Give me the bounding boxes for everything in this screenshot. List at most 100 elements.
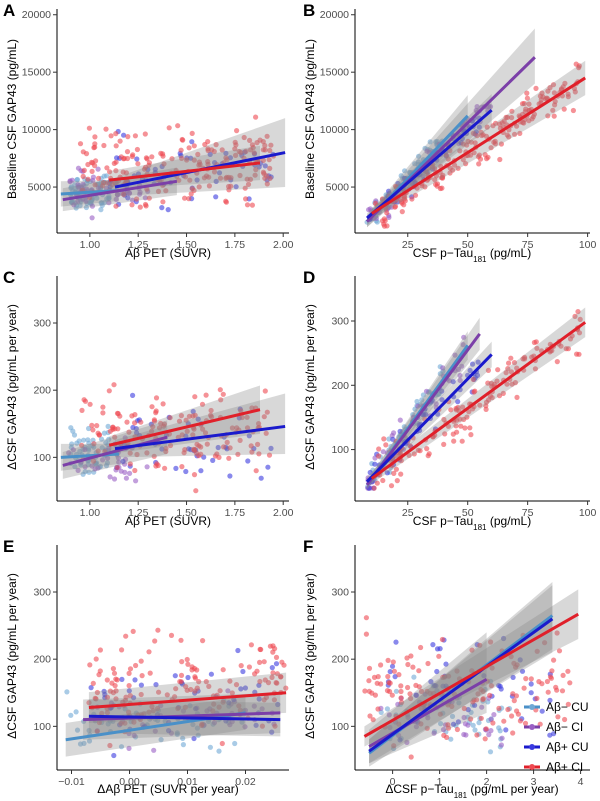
data-point (195, 416, 201, 422)
data-point (120, 169, 126, 175)
data-point (249, 405, 255, 411)
data-point (479, 704, 485, 710)
y-tick-label: 300 (33, 318, 51, 330)
data-point (423, 411, 429, 418)
data-point (138, 682, 144, 688)
data-point (144, 450, 150, 456)
data-point (154, 705, 161, 712)
data-point (440, 674, 446, 681)
data-point (86, 700, 92, 706)
data-point (236, 703, 242, 709)
data-point (272, 723, 278, 729)
data-point (115, 192, 121, 198)
data-point (259, 723, 265, 729)
data-point (72, 464, 78, 470)
data-point (443, 661, 449, 667)
data-point (87, 662, 93, 668)
data-point (135, 161, 141, 167)
data-point (496, 683, 502, 689)
data-point (126, 730, 132, 737)
data-point (575, 309, 581, 315)
data-point (576, 330, 583, 336)
data-point (514, 708, 520, 714)
data-point (105, 721, 111, 727)
data-point (86, 738, 93, 744)
data-point (220, 391, 226, 397)
x-tick-label: 25 (402, 507, 414, 519)
y-tick-label: 15000 (22, 67, 51, 79)
data-point (470, 722, 476, 728)
data-point (200, 426, 206, 432)
data-point (531, 111, 538, 117)
data-point (408, 695, 414, 702)
x-tick-label: 1.00 (80, 239, 101, 251)
data-point (126, 670, 132, 677)
data-point (529, 354, 535, 360)
data-point (376, 446, 382, 452)
data-point (468, 716, 474, 722)
data-point (531, 339, 538, 346)
legend-item: Aβ− CU (524, 700, 589, 714)
data-point (522, 354, 528, 360)
data-point (459, 363, 465, 369)
data-point (501, 635, 507, 642)
data-point (113, 688, 119, 694)
data-point (539, 681, 545, 687)
data-point (498, 742, 504, 748)
data-point (79, 442, 85, 448)
data-point (501, 118, 507, 124)
data-point (182, 195, 188, 201)
data-point (247, 176, 254, 182)
data-point (396, 672, 402, 678)
panel-letter: F (303, 537, 313, 556)
data-point (122, 435, 128, 441)
data-point (524, 95, 531, 101)
data-point (191, 426, 197, 432)
data-point (439, 636, 445, 643)
data-point (149, 404, 155, 410)
data-point (386, 214, 392, 220)
data-point (375, 674, 381, 680)
data-point (244, 202, 251, 208)
data-point (412, 192, 419, 198)
data-point (155, 188, 162, 194)
data-point (415, 447, 421, 453)
data-point (159, 446, 165, 452)
legend-label: Aβ− CU (546, 700, 589, 714)
data-point (94, 689, 100, 696)
data-point (264, 181, 270, 187)
data-point (158, 737, 164, 743)
data-point (122, 720, 128, 726)
data-point (505, 366, 511, 372)
data-point (95, 465, 101, 471)
data-point (565, 346, 572, 352)
data-point (103, 173, 110, 179)
legend-label: Aβ+ CI (546, 760, 583, 774)
data-point (199, 401, 206, 407)
data-point (383, 206, 389, 212)
data-point (418, 706, 424, 712)
data-point (156, 425, 163, 431)
data-point (195, 151, 201, 157)
data-point (191, 157, 197, 163)
data-point (71, 202, 77, 208)
data-point (494, 378, 500, 384)
data-point (508, 369, 514, 375)
data-point (540, 94, 546, 100)
data-point (233, 142, 239, 148)
data-point (267, 175, 273, 181)
data-point (109, 680, 115, 686)
data-point (196, 453, 202, 459)
data-point (249, 142, 255, 148)
data-point (423, 388, 430, 394)
data-point (114, 410, 121, 416)
data-point (511, 698, 517, 704)
data-point (189, 130, 195, 136)
data-point (558, 343, 564, 349)
data-point (398, 471, 404, 477)
data-point (261, 659, 267, 665)
data-point (132, 420, 138, 426)
data-point (380, 449, 386, 455)
data-point (178, 672, 185, 679)
data-point (184, 656, 190, 663)
